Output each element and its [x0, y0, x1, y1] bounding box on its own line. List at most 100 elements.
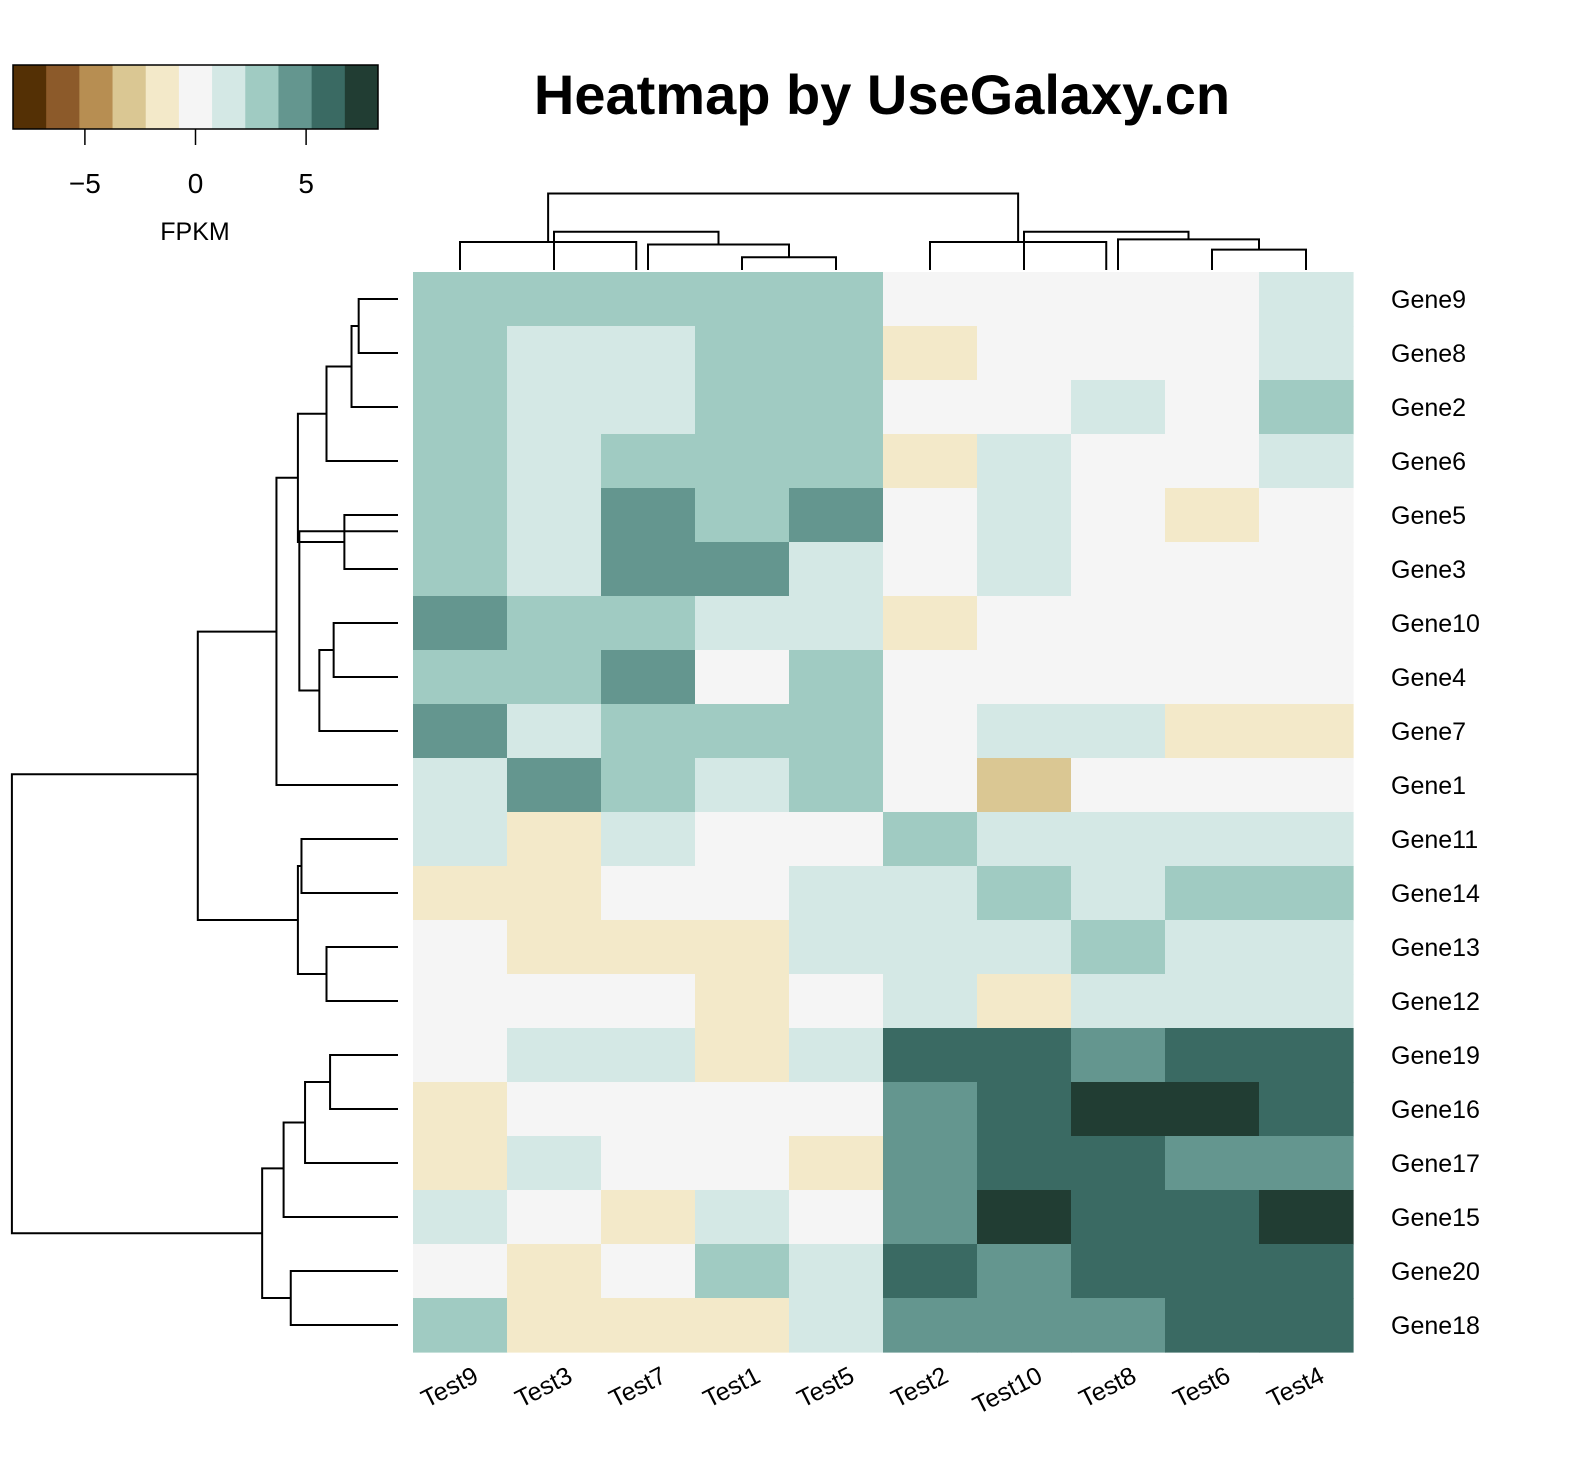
row-label: Gene19	[1391, 1042, 1480, 1070]
heatmap-cell	[789, 1244, 884, 1299]
heatmap-cell	[695, 758, 790, 813]
heatmap-cell	[695, 974, 790, 1029]
heatmap-cell	[507, 812, 602, 867]
heatmap-cell	[601, 866, 696, 921]
heatmap-cell	[789, 1190, 884, 1245]
heatmap-cell	[601, 1190, 696, 1245]
heatmap-cell	[1259, 542, 1354, 597]
dendrogram-branch	[298, 530, 398, 692]
heatmap-cell	[1165, 974, 1260, 1029]
heatmap-cell	[413, 272, 508, 327]
heatmap-cell	[883, 1244, 978, 1299]
color-key-swatch	[13, 65, 47, 129]
heatmap-cell	[883, 866, 978, 921]
heatmap-cell	[1259, 1298, 1354, 1353]
heatmap-cell	[789, 704, 884, 759]
heatmap-cell	[1259, 434, 1354, 489]
heatmap-cell	[789, 650, 884, 705]
heatmap-cell	[1165, 1082, 1260, 1137]
heatmap-cell	[1259, 1244, 1354, 1299]
heatmap-cell	[695, 650, 790, 705]
heatmap-cell	[1071, 326, 1166, 381]
column-label: Test6	[1169, 1361, 1235, 1413]
heatmap-cell	[601, 1136, 696, 1191]
heatmap-cell	[883, 1082, 978, 1137]
heatmap-cell	[883, 650, 978, 705]
heatmap-cell	[789, 758, 884, 813]
row-label: Gene10	[1391, 610, 1480, 638]
color-key-tick-label: −5	[69, 168, 101, 199]
heatmap-cell	[601, 650, 696, 705]
heatmap-cell	[883, 596, 978, 651]
row-label: Gene11	[1391, 826, 1478, 854]
heatmap-cell	[695, 434, 790, 489]
heatmap-cell	[977, 920, 1072, 975]
heatmap-cell	[1259, 380, 1354, 435]
heatmap-cell	[507, 488, 602, 543]
heatmap-cell	[507, 650, 602, 705]
color-key-swatch	[212, 65, 246, 129]
heatmap-cell	[413, 920, 508, 975]
heatmap-cell	[695, 326, 790, 381]
heatmap-cell	[601, 488, 696, 543]
heatmap-cell	[1071, 1190, 1166, 1245]
heatmap-cell	[413, 1082, 508, 1137]
heatmap-cell	[601, 380, 696, 435]
heatmap-cell	[413, 1298, 508, 1353]
heatmap-cell	[977, 650, 1072, 705]
color-key-swatch	[311, 65, 346, 129]
heatmap-cell	[507, 1244, 602, 1299]
heatmap-cell	[789, 1298, 884, 1353]
heatmap-cell	[977, 542, 1072, 597]
heatmap-cell	[695, 920, 790, 975]
heatmap-cell	[883, 704, 978, 759]
heatmap-cell	[413, 542, 508, 597]
column-label: Test7	[605, 1361, 671, 1413]
heatmap-cell	[695, 596, 790, 651]
color-key-swatch	[46, 65, 80, 129]
dendrogram-branch	[296, 412, 345, 543]
heatmap-cell	[507, 1028, 602, 1083]
row-dendrogram	[10, 298, 398, 1326]
heatmap-cell	[601, 812, 696, 867]
color-key-swatch	[112, 65, 147, 129]
heatmap-cell	[789, 920, 884, 975]
heatmap-cell	[507, 434, 602, 489]
row-label: Gene14	[1391, 880, 1480, 908]
heatmap-cell	[413, 434, 508, 489]
heatmap-cell	[507, 380, 602, 435]
color-key-swatch	[145, 65, 180, 129]
heatmap-cell	[695, 1244, 790, 1299]
row-label: Gene9	[1391, 286, 1466, 314]
chart-title: Heatmap by UseGalaxy.cn	[534, 63, 1230, 126]
heatmap-cell	[601, 434, 696, 489]
heatmap-cell	[413, 704, 508, 759]
row-label: Gene4	[1391, 664, 1466, 692]
heatmap-cell	[507, 704, 602, 759]
heatmap-cell	[977, 974, 1072, 1029]
heatmap-cell	[601, 326, 696, 381]
dendrogram-branch	[1211, 248, 1307, 270]
column-label: Test9	[417, 1361, 483, 1413]
heatmap-cell	[507, 596, 602, 651]
heatmap-cell	[1071, 650, 1166, 705]
heatmap-cell	[507, 1082, 602, 1137]
heatmap-cell	[977, 380, 1072, 435]
column-label: Test4	[1263, 1361, 1329, 1413]
color-key-swatch	[178, 65, 213, 129]
dendrogram-branch	[300, 838, 398, 894]
heatmap-cell	[977, 1298, 1072, 1353]
heatmap-cells	[413, 272, 1354, 1353]
heatmap-cell	[1165, 650, 1260, 705]
heatmap-cell	[1071, 812, 1166, 867]
heatmap-cell	[1071, 434, 1166, 489]
column-dendrogram	[459, 192, 1307, 270]
heatmap-cell	[977, 704, 1072, 759]
heatmap-cell	[789, 326, 884, 381]
heatmap-cell	[413, 974, 508, 1029]
heatmap-cell	[789, 380, 884, 435]
heatmap-cell	[695, 272, 790, 327]
heatmap-cell	[601, 1298, 696, 1353]
dendrogram-branch	[1117, 238, 1260, 270]
heatmap-cell	[1259, 1082, 1354, 1137]
